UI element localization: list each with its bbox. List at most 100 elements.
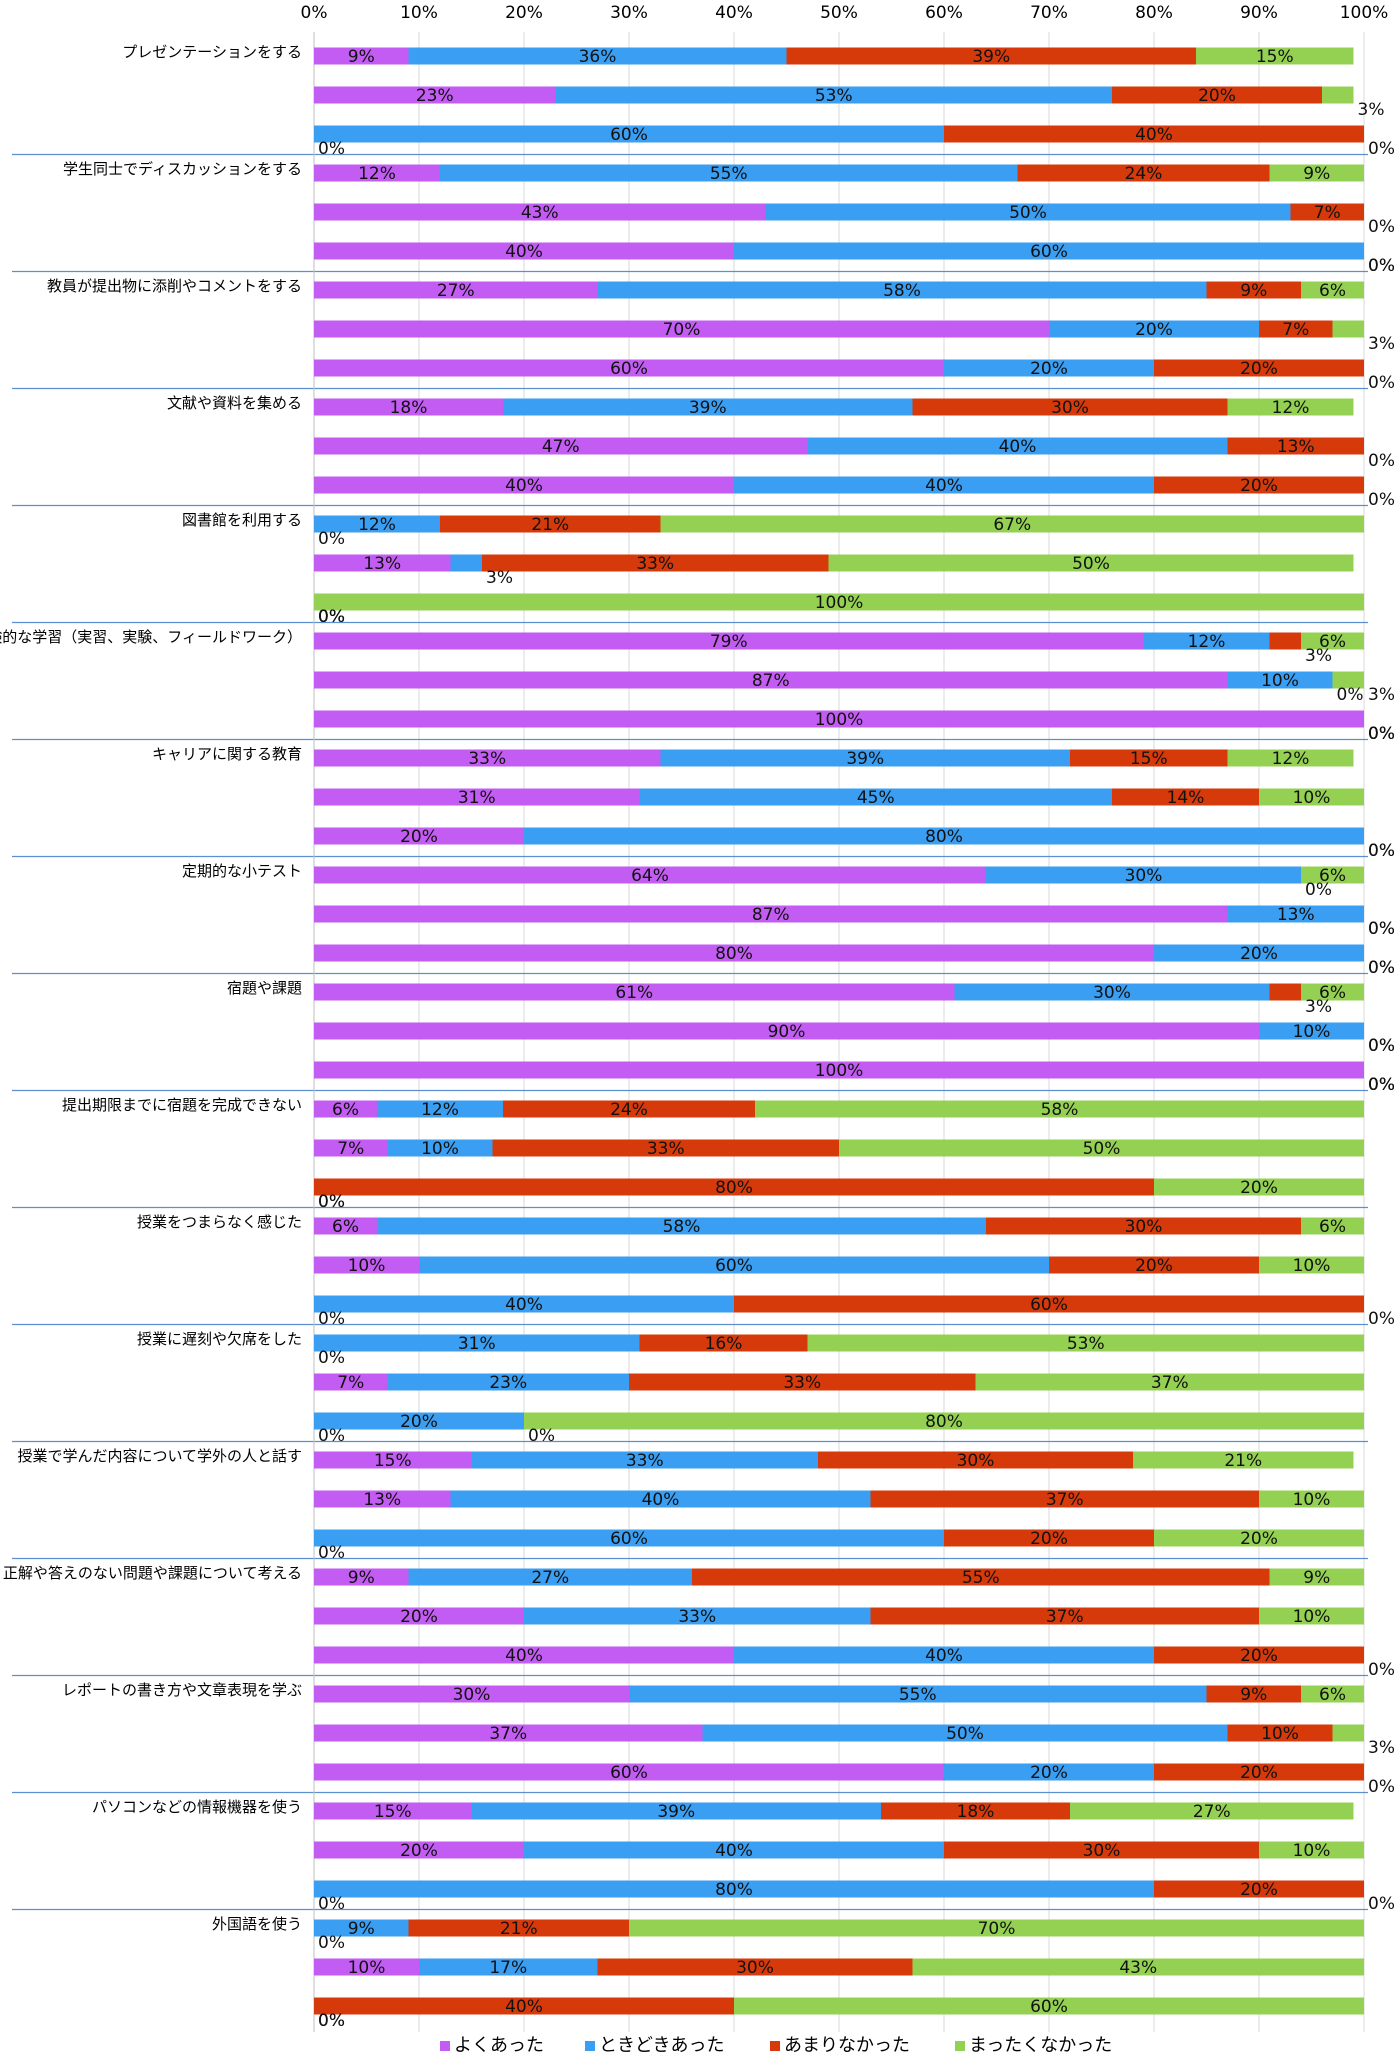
data-label: 20% bbox=[1240, 476, 1278, 496]
bar-segment bbox=[314, 1919, 409, 1937]
category-label: 学生同士でディスカッションをする bbox=[63, 160, 302, 178]
bar-segment bbox=[1301, 1685, 1364, 1703]
bar-segment bbox=[314, 671, 1228, 689]
data-label: 10% bbox=[348, 1256, 386, 1276]
bar-segment bbox=[314, 1061, 1364, 1079]
data-label: 0% bbox=[1368, 256, 1394, 276]
data-label: 0% bbox=[318, 1348, 345, 1368]
data-label: 0% bbox=[318, 1192, 345, 1212]
x-tick-label: 70% bbox=[1030, 3, 1068, 23]
category-label: パソコンなどの情報機器を使う bbox=[92, 1798, 302, 1816]
bar-segment bbox=[1227, 749, 1354, 767]
bar-segment bbox=[1070, 749, 1228, 767]
data-label: 40% bbox=[925, 476, 963, 496]
data-label: 20% bbox=[400, 827, 438, 847]
data-label: 10% bbox=[348, 1958, 386, 1978]
bar-segment bbox=[314, 632, 1144, 650]
data-label: 20% bbox=[1240, 1178, 1278, 1198]
data-label: 0% bbox=[1337, 685, 1364, 705]
data-label: 60% bbox=[715, 1256, 753, 1276]
bar-segment bbox=[377, 1100, 503, 1118]
legend: よくあった ときどきあった あまりなかった まったくなかった bbox=[440, 2035, 1112, 2056]
bar-segment bbox=[314, 1763, 944, 1781]
data-label: 60% bbox=[610, 125, 648, 145]
bar-segment bbox=[314, 242, 734, 260]
data-label: 0% bbox=[1368, 724, 1394, 744]
bar-segment bbox=[408, 1568, 692, 1586]
bar-segment bbox=[314, 1568, 409, 1586]
data-label: 6% bbox=[332, 1217, 359, 1237]
bar-segment bbox=[314, 1100, 377, 1118]
data-label: 27% bbox=[1193, 1802, 1231, 1822]
bar-segment bbox=[1154, 1178, 1364, 1196]
data-label: 16% bbox=[705, 1334, 743, 1354]
x-tick-label: 90% bbox=[1240, 3, 1278, 23]
data-label: 0% bbox=[318, 607, 345, 627]
data-label: 7% bbox=[337, 1139, 364, 1159]
bar-segment bbox=[1227, 398, 1354, 416]
data-label: 3% bbox=[1368, 1738, 1394, 1758]
bar-segment bbox=[314, 1334, 640, 1352]
data-label: 0% bbox=[318, 1192, 345, 1212]
bar-segment bbox=[702, 1724, 1228, 1742]
bar-segment bbox=[314, 1529, 944, 1547]
data-label: 40% bbox=[505, 242, 543, 262]
data-label: 0% bbox=[1368, 841, 1394, 861]
bar-segment bbox=[912, 1958, 1364, 1976]
data-label: 13% bbox=[363, 554, 401, 574]
bar-segment bbox=[314, 905, 1228, 923]
data-label: 17% bbox=[489, 1958, 527, 1978]
data-label: 10% bbox=[1293, 1490, 1331, 1510]
data-label: 12% bbox=[358, 164, 396, 184]
data-label: 30% bbox=[1125, 1217, 1163, 1237]
data-label: 24% bbox=[610, 1100, 648, 1120]
data-label: 13% bbox=[1277, 905, 1315, 925]
data-label: 27% bbox=[531, 1568, 569, 1588]
data-label: 20% bbox=[1030, 359, 1068, 379]
bar-segment bbox=[1154, 1529, 1364, 1547]
bar-segment bbox=[1322, 86, 1354, 104]
data-label: 55% bbox=[899, 1685, 937, 1705]
bar-segment bbox=[660, 749, 1070, 767]
legend-label: まったくなかった bbox=[969, 2035, 1112, 2056]
data-label: 39% bbox=[657, 1802, 695, 1822]
bar-segment bbox=[1227, 437, 1364, 455]
bar-segment bbox=[1154, 359, 1364, 377]
data-label: 12% bbox=[1188, 632, 1226, 652]
data-label: 37% bbox=[1046, 1607, 1084, 1627]
bar-segment bbox=[975, 1373, 1364, 1391]
data-label: 100% bbox=[815, 593, 864, 613]
data-label: 33% bbox=[468, 749, 506, 769]
bar-segment bbox=[419, 1958, 598, 1976]
data-label: 13% bbox=[363, 1490, 401, 1510]
bar-segment bbox=[314, 1412, 524, 1430]
data-label: 24% bbox=[1125, 164, 1163, 184]
data-label: 7% bbox=[1314, 203, 1341, 223]
legend-swatch bbox=[585, 2041, 595, 2051]
data-label: 60% bbox=[610, 1529, 648, 1549]
bar-segment bbox=[828, 554, 1354, 572]
data-label: 60% bbox=[1030, 242, 1068, 262]
data-label: 3% bbox=[1305, 997, 1332, 1017]
data-label: 45% bbox=[857, 788, 895, 808]
legend-label: ときどきあった bbox=[599, 2035, 724, 2056]
data-label: 10% bbox=[1261, 671, 1299, 691]
data-label: 37% bbox=[489, 1724, 527, 1744]
bar-segment bbox=[314, 1451, 472, 1469]
data-label: 30% bbox=[1125, 866, 1163, 886]
bar-segment bbox=[944, 125, 1364, 143]
data-label: 20% bbox=[1135, 1256, 1173, 1276]
data-label: 87% bbox=[752, 905, 790, 925]
bar-segment bbox=[1259, 1022, 1364, 1040]
data-label: 10% bbox=[1261, 1724, 1299, 1744]
bar-segment bbox=[482, 554, 829, 572]
bar-segment bbox=[314, 515, 440, 533]
data-label: 7% bbox=[337, 1373, 364, 1393]
x-tick-label: 60% bbox=[925, 3, 963, 23]
data-label: 30% bbox=[1093, 983, 1131, 1003]
bar-segment bbox=[629, 1919, 1364, 1937]
bar-segment bbox=[408, 47, 787, 65]
bar-segment bbox=[314, 1685, 629, 1703]
bar-segment bbox=[1269, 164, 1364, 182]
bar-segment bbox=[692, 1568, 1270, 1586]
